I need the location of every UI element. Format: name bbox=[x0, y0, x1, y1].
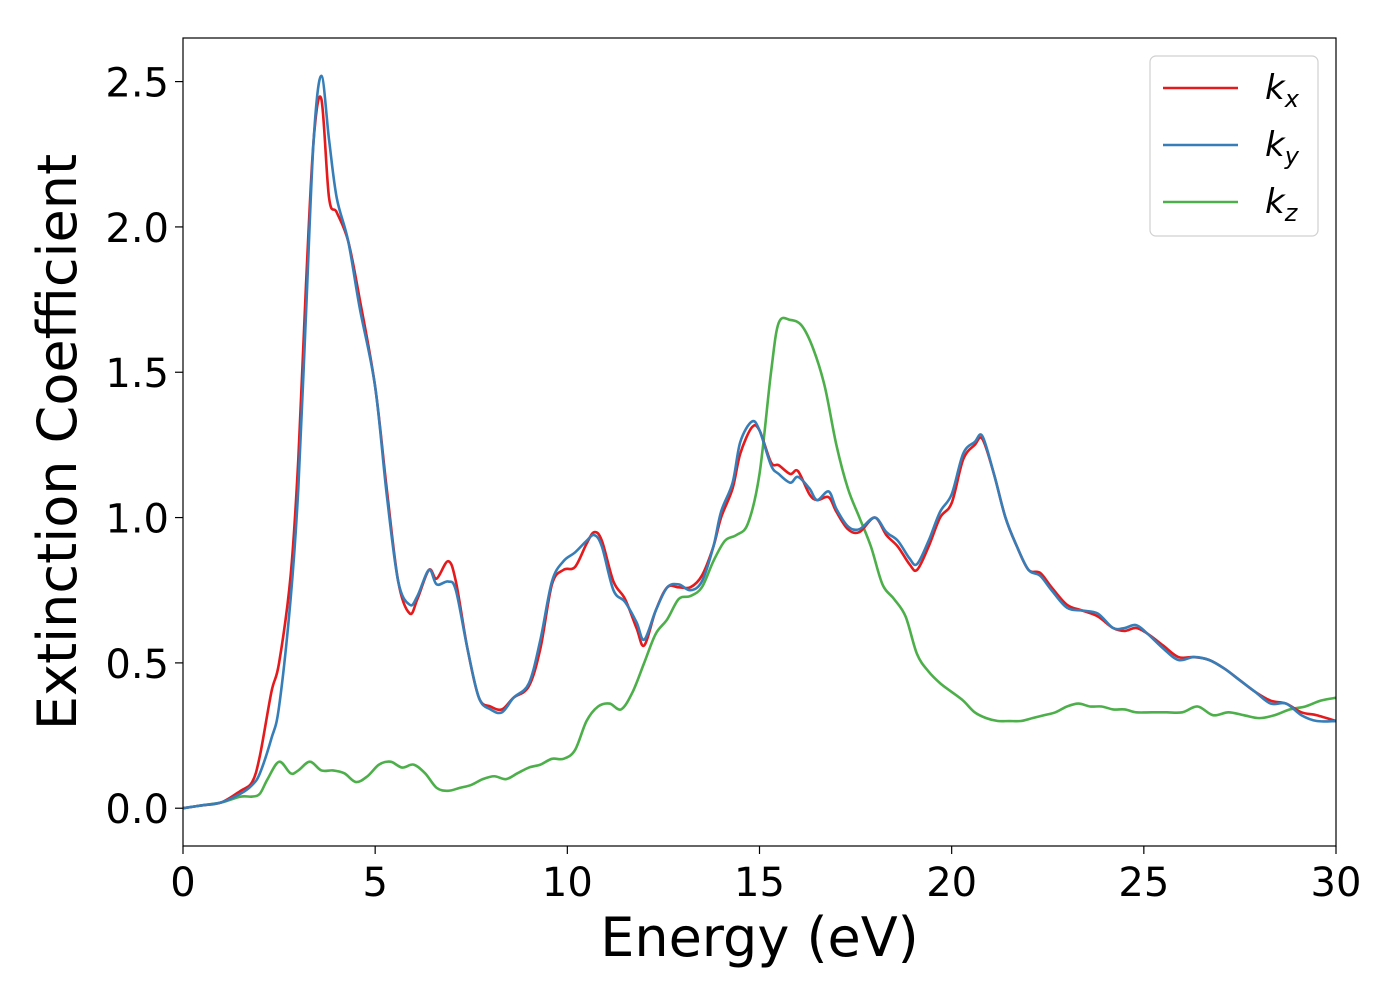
x-tick-label: 10 bbox=[542, 860, 593, 906]
y-axis: 0.0 0.5 1.0 1.5 2.0 2.5 bbox=[105, 61, 183, 833]
series-layer bbox=[183, 74, 1336, 810]
series-line-y bbox=[183, 74, 1336, 810]
legend-label-base: k bbox=[1265, 125, 1286, 165]
legend-label-subscript: x bbox=[1284, 85, 1300, 113]
y-tick-label: 0.0 bbox=[105, 787, 169, 833]
x-tick-label: 15 bbox=[734, 860, 785, 906]
x-tick-label: 0 bbox=[170, 860, 195, 906]
legend-label-y: ky bbox=[1265, 125, 1300, 170]
legend-label-x: kx bbox=[1265, 68, 1300, 113]
legend-label-base: k bbox=[1265, 182, 1286, 222]
y-tick-label: 2.0 bbox=[105, 206, 169, 252]
series-line-z bbox=[183, 316, 1336, 810]
y-tick-label: 1.0 bbox=[105, 497, 169, 543]
x-tick-label: 30 bbox=[1311, 860, 1362, 906]
y-tick-label: 0.5 bbox=[105, 642, 169, 688]
x-tick-label: 5 bbox=[362, 860, 387, 906]
legend-label-z: kz bbox=[1265, 182, 1299, 227]
y-tick-label: 1.5 bbox=[105, 351, 169, 397]
x-axis: 0 5 10 15 20 25 30 bbox=[170, 846, 1361, 906]
x-tick-label: 20 bbox=[926, 860, 977, 906]
legend-label-subscript: z bbox=[1284, 199, 1299, 227]
y-axis-title: Extinction Coefficient bbox=[26, 154, 89, 730]
y-tick-label: 2.5 bbox=[105, 61, 169, 107]
x-axis-title: Energy (eV) bbox=[600, 906, 919, 969]
legend-label-base: k bbox=[1265, 68, 1286, 108]
x-tick-label: 25 bbox=[1118, 860, 1169, 906]
legend-label-subscript: y bbox=[1284, 142, 1300, 170]
